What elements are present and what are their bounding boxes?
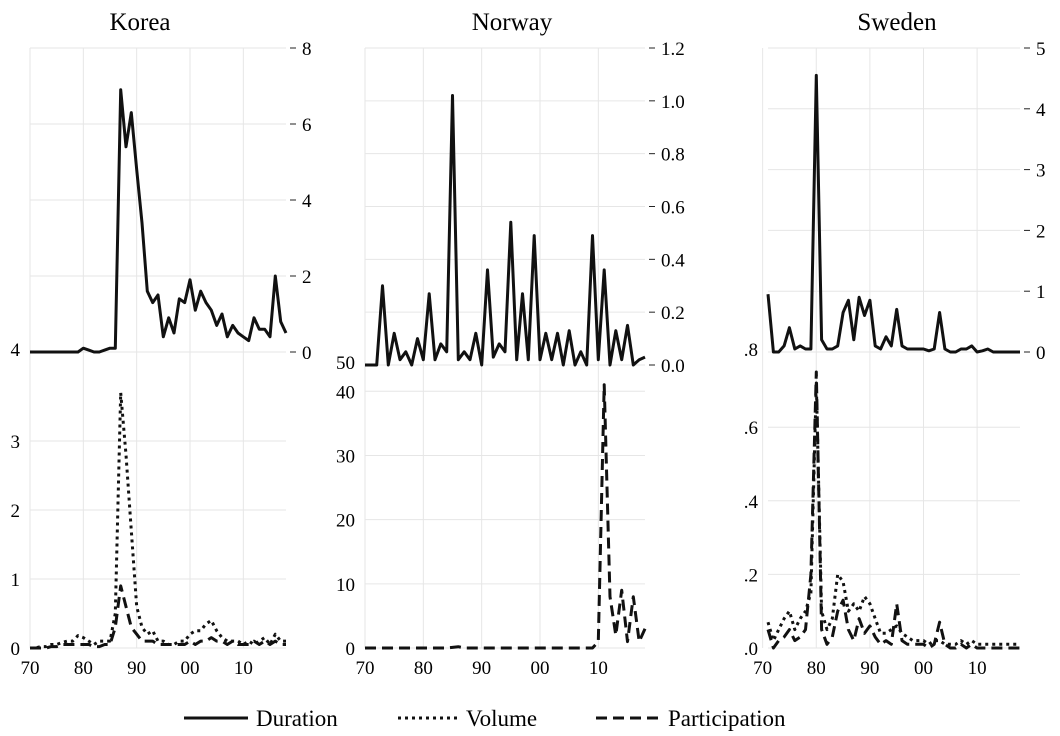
x-tick-label: 80 xyxy=(74,658,93,679)
panel-title: Norway xyxy=(472,9,553,36)
korea-duration-line xyxy=(30,88,288,354)
left-tick-label: 0 xyxy=(11,639,21,660)
left-tick-label: .2 xyxy=(744,565,758,586)
sweden-participation-line xyxy=(766,370,1020,650)
right-tick-label: 1.0 xyxy=(661,92,685,113)
left-tick-label: 30 xyxy=(336,446,355,467)
x-tick-label: 00 xyxy=(181,658,200,679)
panel-sweden: Sweden 0 1 2 3 4 5 .8 .0 .2 .4 .6 70 80 90 00 10 xyxy=(744,9,1046,679)
right-tick-label: 2 xyxy=(1036,221,1046,242)
legend-label-duration: Duration xyxy=(256,706,338,731)
x-tick-label: 70 xyxy=(21,658,40,679)
norway-duration-line xyxy=(365,94,646,367)
left-junction-label: 4 xyxy=(11,340,21,361)
x-tick-label: 80 xyxy=(414,658,433,679)
right-tick-label: 5 xyxy=(1036,39,1046,60)
left-tick-label: 10 xyxy=(336,575,355,596)
legend: Duration Volume Participation xyxy=(184,706,786,731)
left-tick-label: 1 xyxy=(11,570,21,591)
x-tick-label: 10 xyxy=(968,658,987,679)
x-tick-label: 70 xyxy=(356,658,375,679)
right-tick-label: 0.8 xyxy=(661,145,685,166)
right-tick-label: 8 xyxy=(302,39,312,60)
x-tick-label: 80 xyxy=(807,658,826,679)
right-tick-label: 4 xyxy=(1036,100,1046,121)
legend-label-participation: Participation xyxy=(668,706,786,731)
right-tick-label: 6 xyxy=(302,115,312,136)
x-tick-label: 90 xyxy=(860,658,879,679)
sweden-volume-line xyxy=(766,381,1020,646)
left-tick-label: 0 xyxy=(346,639,356,660)
x-tick-label: 00 xyxy=(914,658,933,679)
x-tick-label: 90 xyxy=(472,658,491,679)
panel-title: Sweden xyxy=(857,9,937,36)
panel-title: Korea xyxy=(109,9,170,36)
right-tick-label: 0.6 xyxy=(661,198,685,219)
left-tick-label: 3 xyxy=(11,432,21,453)
right-tick-label: 0.4 xyxy=(661,250,685,271)
right-tick-label: 0 xyxy=(1036,343,1046,364)
left-junction-label: 50 xyxy=(336,353,355,374)
x-tick-label: 90 xyxy=(127,658,146,679)
right-tick-label: 1 xyxy=(1036,282,1046,303)
left-tick-label: .6 xyxy=(744,418,758,439)
legend-label-volume: Volume xyxy=(466,706,537,731)
left-tick-label: 40 xyxy=(336,382,355,403)
panel-norway: Norway 0.0 0.2 0.4 0.6 0.8 1.0 1.2 50 0 10 20 30 40 70… xyxy=(336,9,685,679)
right-tick-label: 0 xyxy=(302,343,312,364)
x-tick-label: 10 xyxy=(234,658,253,679)
left-tick-label: .0 xyxy=(744,639,758,660)
panel-korea: Korea 0 2 4 6 8 4 0 1 2 3 70 80 90 00 10 xyxy=(11,9,313,679)
left-tick-label: .4 xyxy=(744,492,759,513)
right-tick-label: 2 xyxy=(302,267,312,288)
x-tick-label: 00 xyxy=(531,658,550,679)
right-tick-label: 0.2 xyxy=(661,303,685,324)
left-junction-label: .8 xyxy=(744,340,758,361)
korea-volume-line xyxy=(30,391,286,650)
sweden-duration-line xyxy=(766,73,1020,354)
right-tick-label: 1.2 xyxy=(661,39,685,60)
left-tick-label: 20 xyxy=(336,511,355,532)
x-tick-label: 70 xyxy=(753,658,772,679)
norway-participation-line xyxy=(365,383,647,650)
korea-participation-line xyxy=(30,584,286,650)
right-tick-label: 4 xyxy=(302,191,312,212)
right-tick-label: 0.0 xyxy=(661,356,685,377)
right-tick-label: 3 xyxy=(1036,161,1046,182)
left-tick-label: 2 xyxy=(11,501,21,522)
x-tick-label: 10 xyxy=(589,658,608,679)
